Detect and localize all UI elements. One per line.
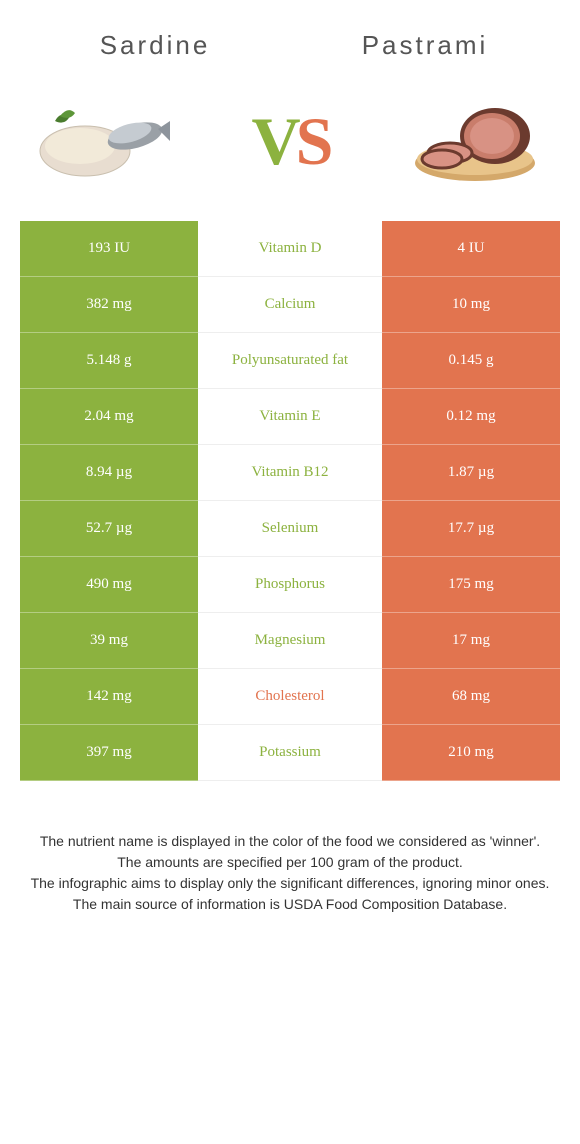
left-value: 2.04 mg — [20, 389, 198, 445]
right-value: 17.7 µg — [382, 501, 560, 557]
sardine-icon — [30, 91, 180, 191]
footer-line-2: The amounts are specified per 100 gram o… — [30, 852, 550, 873]
left-value: 8.94 µg — [20, 445, 198, 501]
pastrami-image — [400, 91, 550, 191]
right-value: 175 mg — [382, 557, 560, 613]
right-value: 0.145 g — [382, 333, 560, 389]
nutrient-label: Vitamin D — [198, 221, 382, 277]
table-row: 142 mgCholesterol68 mg — [20, 669, 560, 725]
table-row: 397 mgPotassium210 mg — [20, 725, 560, 781]
header: Sardine Pastrami — [0, 0, 580, 71]
vs-s-letter: S — [296, 103, 329, 179]
left-value: 39 mg — [20, 613, 198, 669]
nutrient-label: Cholesterol — [198, 669, 382, 725]
left-value: 142 mg — [20, 669, 198, 725]
footer-notes: The nutrient name is displayed in the co… — [0, 781, 580, 935]
nutrient-label: Potassium — [198, 725, 382, 781]
nutrient-label: Calcium — [198, 277, 382, 333]
table-row: 382 mgCalcium10 mg — [20, 277, 560, 333]
vs-label: VS — [252, 102, 329, 181]
left-value: 397 mg — [20, 725, 198, 781]
left-food-title: Sardine — [20, 30, 290, 61]
sardine-image — [30, 91, 180, 191]
left-value: 490 mg — [20, 557, 198, 613]
table-row: 39 mgMagnesium17 mg — [20, 613, 560, 669]
nutrient-label: Selenium — [198, 501, 382, 557]
left-value: 382 mg — [20, 277, 198, 333]
nutrient-label: Magnesium — [198, 613, 382, 669]
nutrient-label: Vitamin B12 — [198, 445, 382, 501]
vs-row: VS — [0, 71, 580, 221]
table-row: 193 IUVitamin D4 IU — [20, 221, 560, 277]
right-value: 68 mg — [382, 669, 560, 725]
table-row: 2.04 mgVitamin E0.12 mg — [20, 389, 560, 445]
comparison-table: 193 IUVitamin D4 IU382 mgCalcium10 mg5.1… — [20, 221, 560, 781]
left-value: 5.148 g — [20, 333, 198, 389]
nutrient-label: Polyunsaturated fat — [198, 333, 382, 389]
left-value: 193 IU — [20, 221, 198, 277]
table-row: 5.148 gPolyunsaturated fat0.145 g — [20, 333, 560, 389]
right-value: 4 IU — [382, 221, 560, 277]
footer-line-4: The main source of information is USDA F… — [30, 894, 550, 915]
right-value: 17 mg — [382, 613, 560, 669]
table-row: 8.94 µgVitamin B121.87 µg — [20, 445, 560, 501]
left-value: 52.7 µg — [20, 501, 198, 557]
vs-v-letter: V — [252, 103, 296, 179]
nutrient-label: Phosphorus — [198, 557, 382, 613]
right-value: 0.12 mg — [382, 389, 560, 445]
pastrami-icon — [400, 91, 550, 191]
table-row: 490 mgPhosphorus175 mg — [20, 557, 560, 613]
footer-line-3: The infographic aims to display only the… — [30, 873, 550, 894]
right-value: 210 mg — [382, 725, 560, 781]
right-value: 1.87 µg — [382, 445, 560, 501]
nutrient-label: Vitamin E — [198, 389, 382, 445]
footer-line-1: The nutrient name is displayed in the co… — [30, 831, 550, 852]
table-row: 52.7 µgSelenium17.7 µg — [20, 501, 560, 557]
right-value: 10 mg — [382, 277, 560, 333]
right-food-title: Pastrami — [290, 30, 560, 61]
